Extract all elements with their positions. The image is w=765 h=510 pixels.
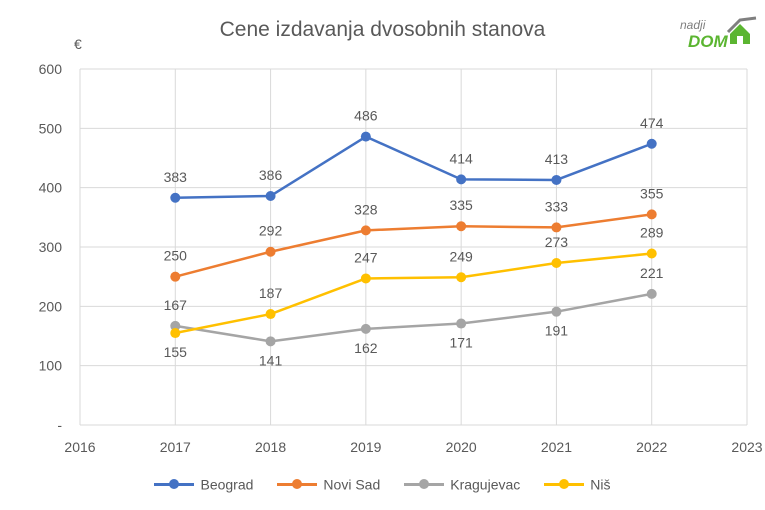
data-label: 249 (449, 248, 473, 264)
legend-label: Novi Sad (323, 475, 381, 492)
legend-item: Niš (544, 475, 611, 492)
y-axis-unit: € (74, 36, 82, 52)
legend-item: Beograd (154, 475, 253, 492)
legend-marker (544, 478, 585, 490)
data-label: 171 (449, 335, 473, 351)
chart-title: Cene izdavanja dvosobnih stanova (219, 18, 546, 41)
data-label: 413 (545, 151, 569, 167)
data-label: 155 (164, 344, 188, 360)
data-point (646, 288, 657, 299)
series-line-beograd (175, 135, 653, 200)
data-label: 355 (640, 185, 664, 201)
data-point (551, 258, 562, 269)
x-tick-label: 2016 (64, 439, 95, 455)
data-label: 414 (449, 150, 473, 166)
data-point (360, 225, 371, 236)
data-label: 221 (640, 265, 664, 281)
data-point (360, 131, 371, 142)
data-point (360, 323, 371, 334)
data-label: 383 (164, 169, 188, 185)
data-label: 292 (259, 223, 283, 239)
data-point (170, 192, 181, 203)
data-label: 162 (354, 340, 378, 356)
data-point (170, 271, 181, 282)
legend-marker (404, 478, 445, 490)
series-line-niš (175, 252, 652, 335)
data-label: 289 (640, 225, 664, 241)
series-line-novi-sad (174, 213, 652, 278)
x-tick-label: 2019 (350, 439, 381, 455)
legend: Beograd Novi Sad Kragujevac Niš (0, 474, 765, 492)
x-tick-label: 2018 (255, 439, 286, 455)
y-tick-label: 600 (39, 61, 63, 77)
data-point (456, 174, 467, 185)
data-point (265, 190, 276, 201)
data-label: 187 (259, 285, 283, 301)
x-tick-label: 2021 (541, 439, 572, 455)
legend-label: Kragujevac (450, 475, 521, 492)
data-point (170, 320, 181, 331)
data-label: 474 (640, 115, 664, 131)
series-line-kragujevac (175, 292, 652, 343)
y-tick-label: 100 (39, 358, 63, 374)
data-point (265, 309, 276, 320)
data-label: 191 (545, 323, 569, 339)
y-tick-label: 200 (39, 298, 63, 314)
logo-text-small: nadji (680, 18, 706, 32)
legend-marker (277, 478, 318, 490)
data-point (456, 272, 467, 283)
data-label: 247 (354, 249, 378, 265)
data-point (551, 306, 562, 317)
data-label: 335 (449, 197, 473, 213)
legend-label: Niš (590, 475, 611, 492)
data-label: 328 (354, 201, 378, 217)
plot-area: - 100 200 300 400 500 600 2016 2017 2018 2019 2020 2… (39, 61, 763, 455)
brand-logo: nadji DOM (680, 14, 760, 58)
data-label: 273 (545, 234, 569, 250)
x-tick-label: 2020 (446, 439, 477, 455)
y-tick-label: 500 (39, 120, 63, 136)
legend-item: Kragujevac (404, 475, 520, 492)
data-label: 250 (164, 248, 188, 264)
data-label: 333 (545, 198, 569, 214)
house-icon (726, 16, 757, 44)
data-point (170, 328, 181, 339)
data-point (646, 209, 657, 220)
legend-item: Novi Sad (277, 475, 380, 492)
data-label: 167 (164, 297, 188, 313)
data-point (456, 221, 467, 232)
data-point (551, 174, 562, 185)
data-point (646, 248, 657, 259)
y-tick-label: 400 (39, 180, 63, 196)
data-point (646, 138, 657, 149)
y-tick-label: - (57, 417, 62, 433)
data-point (456, 318, 467, 329)
data-point (360, 273, 371, 284)
data-label: 386 (259, 167, 283, 183)
data-point (265, 336, 276, 347)
x-tick-label: 2017 (160, 439, 191, 455)
y-tick-label: 300 (39, 239, 63, 255)
x-tick-label: 2022 (636, 439, 667, 455)
data-label: 141 (259, 352, 283, 368)
legend-label: Beograd (200, 475, 254, 492)
data-point (265, 246, 276, 257)
legend-marker (154, 478, 195, 490)
logo-text-big: DOM (688, 32, 728, 51)
data-label: 486 (354, 108, 378, 124)
x-tick-label: 2023 (731, 439, 762, 455)
data-point (551, 222, 562, 233)
